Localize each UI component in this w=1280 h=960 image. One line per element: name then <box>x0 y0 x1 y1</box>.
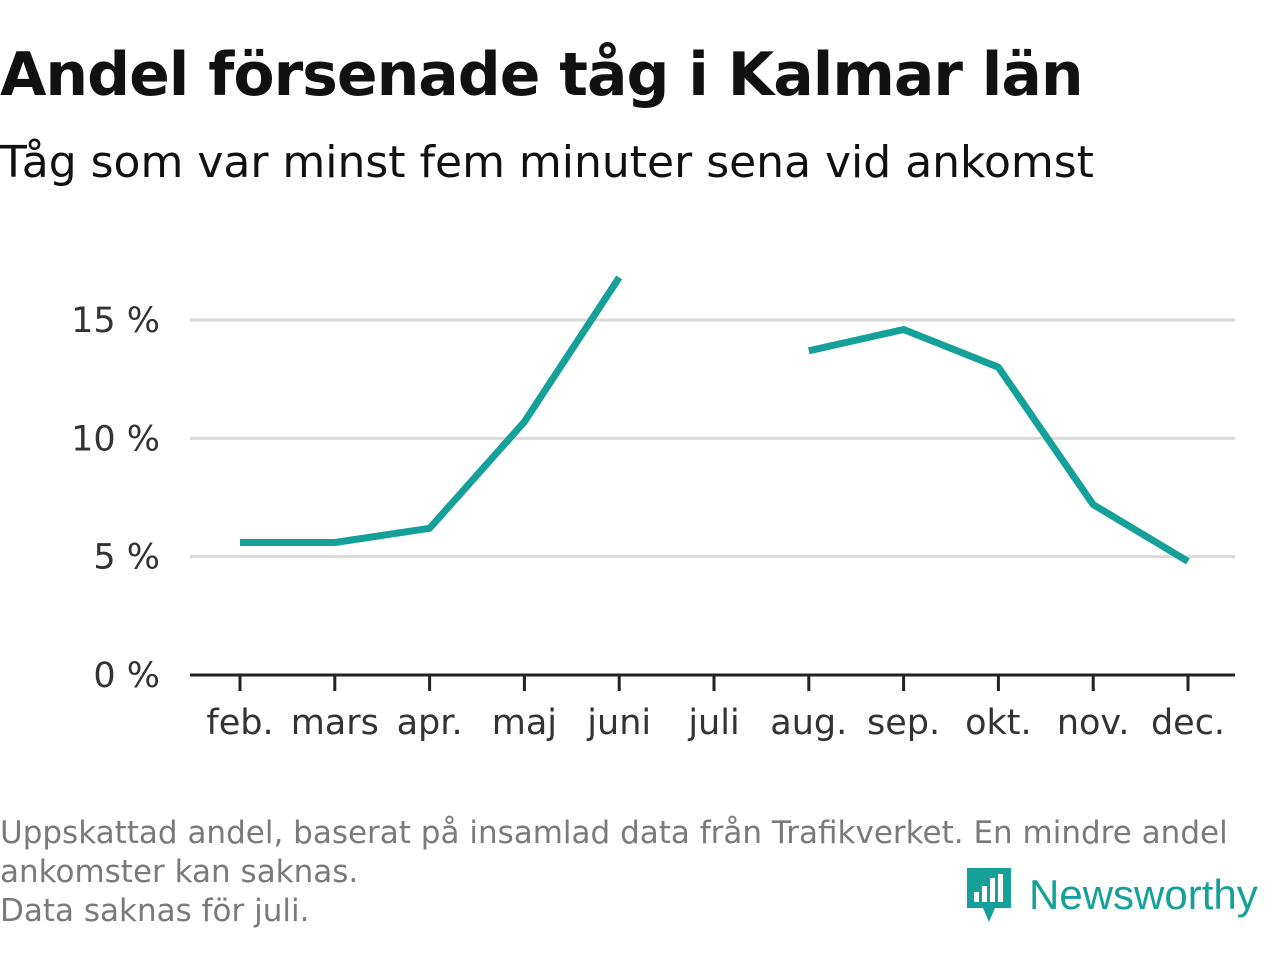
footer-note-line: ankomster kan saknas. <box>0 854 359 890</box>
footer-note-line: Uppskattad andel, baserat på insamlad da… <box>0 815 1228 851</box>
y-tick-label: 0 % <box>93 656 160 696</box>
series-lines <box>240 275 1190 565</box>
newsworthy-logo-icon <box>967 868 1011 922</box>
footer-note: Uppskattad andel, baserat på insamlad da… <box>0 814 1270 931</box>
x-axis <box>190 673 1235 691</box>
x-tick-label: mars <box>291 703 379 743</box>
series-line <box>808 326 1190 565</box>
x-tick-label: juni <box>586 703 651 743</box>
y-tick-label: 15 % <box>71 301 160 341</box>
series-line <box>240 275 623 546</box>
line-chart: 0 % 5 % 10 % 15 % feb. mars apr. maj juni juli au… <box>71 275 1235 743</box>
chart-title: Andel försenade tåg i Kalmar län <box>0 40 1084 110</box>
grid-lines <box>190 318 1235 559</box>
x-tick-label: maj <box>492 703 557 743</box>
x-tick-label: feb. <box>206 703 273 743</box>
y-axis-tick-labels: 0 % 5 % 10 % 15 % <box>71 301 160 696</box>
footer-note-line: Data saknas för juli. <box>0 893 310 929</box>
x-tick-label: nov. <box>1057 703 1130 743</box>
x-tick-label: okt. <box>965 703 1032 743</box>
chart-subtitle: Tåg som var minst fem minuter sena vid a… <box>0 137 1094 188</box>
brand-logo[interactable]: Newsworthy <box>963 862 1258 928</box>
x-tick-label: dec. <box>1151 703 1225 743</box>
brand-name: Newsworthy <box>1029 871 1258 918</box>
x-tick-label: apr. <box>397 703 463 743</box>
x-axis-tick-labels: feb. mars apr. maj juni juli aug. sep. okt. nov. d… <box>206 703 1225 743</box>
x-tick-label: aug. <box>770 703 847 743</box>
x-tick-label: sep. <box>867 703 940 743</box>
y-tick-label: 5 % <box>93 538 160 578</box>
x-tick-label: juli <box>687 703 739 743</box>
y-tick-label: 10 % <box>71 419 160 459</box>
